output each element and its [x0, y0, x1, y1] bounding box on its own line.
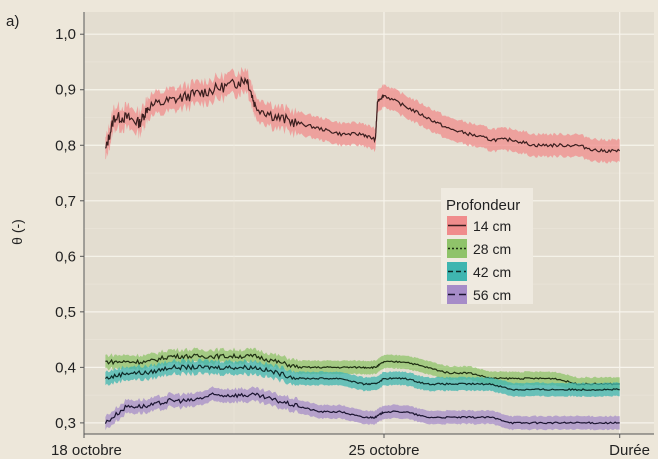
axes — [83, 12, 654, 435]
series-line-28-cm — [105, 352, 620, 386]
legend-label: 28 cm — [473, 241, 511, 257]
legend-label: 42 cm — [473, 264, 511, 280]
panel-label: a) — [6, 13, 19, 30]
series-layer — [104, 66, 621, 431]
y-tick-label: 0,4 — [55, 359, 76, 376]
x-tick-label: 18 octobre — [51, 442, 122, 459]
series-line-14-cm — [104, 75, 621, 154]
legend-label: 14 cm — [473, 218, 511, 234]
y-tick-label: 0,8 — [55, 137, 76, 154]
series-line-42-cm — [104, 363, 620, 392]
series-line-56-cm — [104, 392, 620, 425]
y-tick-label: 0,3 — [55, 415, 76, 432]
x-tick-label: Durée — [609, 442, 650, 459]
series-band-14-cm — [105, 66, 620, 164]
legend: Profondeur 14 cm 28 cm 42 cm 56 cm — [441, 188, 533, 304]
y-tick-label: 1,0 — [55, 26, 76, 43]
y-tick-label: 0,9 — [55, 82, 76, 99]
y-tick-label: 0,7 — [55, 193, 76, 210]
tick-labels: 0,3 0,4 0,5 0,6 0,7 0,8 0,9 1,0 18 octobre 25 oct… — [51, 26, 650, 459]
legend-entries: 14 cm 28 cm 42 cm 56 cm — [447, 216, 511, 304]
y-axis-title: θ (-) — [9, 219, 25, 245]
y-tick-label: 0,6 — [55, 248, 76, 265]
legend-label: 56 cm — [473, 287, 511, 303]
legend-title: Profondeur — [446, 197, 520, 214]
legend-swatch — [447, 285, 467, 304]
y-tick-label: 0,5 — [55, 304, 76, 321]
series-band-42-cm — [105, 358, 620, 398]
x-tick-label: 25 octobre — [349, 442, 420, 459]
